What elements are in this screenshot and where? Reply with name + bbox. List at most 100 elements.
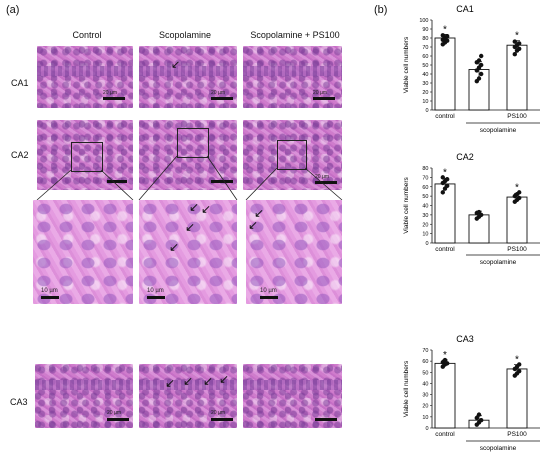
scale-label: 20 µm	[211, 90, 225, 96]
y-tick-label: 0	[425, 426, 428, 432]
scale-bar	[313, 97, 335, 100]
data-point	[517, 195, 522, 201]
data-point	[445, 177, 450, 182]
scale-label: 10 µm	[260, 288, 277, 294]
scale-bar	[107, 418, 129, 421]
bar	[434, 183, 456, 244]
arrow-icon: ↙	[203, 374, 214, 388]
bar	[468, 214, 490, 244]
data-point	[442, 357, 448, 363]
scale-bar	[147, 296, 165, 299]
arrow-icon: ↙	[169, 240, 180, 254]
arrow-icon: ↙	[171, 59, 181, 71]
y-tick-label: 10	[422, 99, 428, 105]
inset-box	[277, 140, 307, 170]
micrograph-ca3-scopolamine: ↙ ↙ ↙ ↙ 20 µm	[139, 364, 237, 428]
chart-ca1-svg: CA1 Viable cell numbers 0 10 20 30 40 50 60 70 80 9…	[403, 4, 540, 134]
y-tick-label: 100	[419, 18, 428, 24]
y-tick-label: 0	[425, 108, 428, 114]
significance-marker: *	[443, 24, 447, 35]
data-point	[479, 418, 484, 423]
scale-label: 20 µm	[313, 90, 327, 96]
chart-ca3: CA3 Viable cell numbers 0 10 20 30 40 50 60 70 * * c…	[380, 298, 550, 456]
category-label: PS100	[507, 246, 527, 253]
micrograph-ca2-control	[37, 120, 133, 190]
scale-label: 20 µm	[107, 410, 121, 416]
category-label: PS100	[507, 113, 527, 120]
category-label: control	[435, 113, 455, 120]
significance-marker: *	[443, 350, 447, 361]
y-tick-label: 90	[422, 27, 428, 33]
y-tick-label: 80	[422, 36, 428, 42]
y-tick-label: 60	[422, 54, 428, 60]
row-label-ca2: CA2	[11, 150, 29, 160]
scale-bar	[260, 296, 278, 299]
arrow-icon: ↙	[219, 372, 230, 386]
y-tick-label: 20	[422, 90, 428, 96]
significance-marker: *	[515, 182, 519, 193]
y-tick-label: 20	[422, 404, 428, 410]
scale-label: 10 µm	[41, 288, 58, 294]
significance-marker: *	[443, 167, 447, 178]
data-point	[479, 53, 484, 59]
scale-bar	[315, 181, 337, 184]
chart-title: CA2	[456, 152, 474, 162]
data-point	[517, 368, 522, 374]
bar	[434, 37, 456, 111]
y-tick-label: 30	[422, 393, 428, 399]
inset-box	[71, 142, 103, 172]
chart-ca2-svg: CA2 Viable cell numbers 0 10 20 30 40 50 60 70 80 *…	[403, 152, 540, 266]
y-axis-label: Viable cell numbers	[403, 36, 410, 93]
chart-ca1: CA1 Viable cell numbers 0 10 20 30 40 50 60 70 80 9…	[380, 0, 550, 145]
y-tick-label: 10	[422, 232, 428, 238]
y-tick-label: 60	[422, 359, 428, 365]
scale-bar	[211, 180, 233, 183]
y-tick-label: 70	[422, 175, 428, 181]
data-point	[517, 362, 522, 367]
micrograph-ca1-ps100: 20 µm	[243, 46, 342, 108]
micrograph-ca2-ps100-zoom: ↙ ↙ 10 µm	[246, 200, 342, 304]
micrograph-ca1-scopolamine: ↙ 20 µm	[139, 46, 237, 108]
scale-label: 20 µm	[211, 410, 225, 416]
micrograph-ca2-scopolamine	[139, 120, 237, 190]
scale-label: 10 µm	[147, 288, 164, 294]
y-tick-label: 40	[422, 381, 428, 387]
scale-bar	[107, 180, 127, 183]
scale-bar	[103, 97, 125, 100]
scale-bar	[315, 418, 337, 421]
chart-ca3-svg: CA3 Viable cell numbers 0 10 20 30 40 50 60 70 * * c…	[403, 334, 540, 452]
y-axis-label: Viable cell numbers	[403, 176, 410, 233]
chart-title: CA1	[456, 4, 474, 14]
data-point	[476, 58, 482, 63]
scale-bar	[41, 296, 59, 299]
data-point	[517, 46, 522, 51]
arrow-icon: ↙	[185, 220, 196, 234]
y-tick-label: 50	[422, 63, 428, 69]
y-tick-label: 80	[422, 166, 428, 172]
chart-ca2: CA2 Viable cell numbers 0 10 20 30 40 50 60 70 80 *…	[380, 148, 550, 278]
micrograph-ca2-ps100: 20 µm	[243, 120, 342, 190]
column-label-scopolamine: Scopolamine	[158, 30, 212, 40]
micrograph-ca2-control-zoom: 10 µm	[33, 200, 133, 304]
scale-label: 20 µm	[315, 174, 329, 180]
y-tick-label: 20	[422, 222, 428, 228]
data-point	[440, 33, 445, 38]
row-label-ca1: CA1	[11, 78, 29, 88]
y-tick-label: 30	[422, 81, 428, 87]
panel-label-a: (a)	[6, 4, 20, 16]
arrow-icon: ↙	[189, 200, 200, 214]
data-point	[440, 175, 445, 180]
chart-title: CA3	[456, 334, 474, 344]
scale-bar	[211, 97, 233, 100]
bar	[506, 368, 528, 429]
group-label: scopolamine	[480, 445, 517, 452]
data-point	[445, 361, 450, 366]
y-tick-label: 10	[422, 415, 428, 421]
data-point	[445, 34, 450, 39]
category-label: control	[435, 431, 455, 438]
data-point	[479, 62, 484, 68]
panel-label-b: (b)	[374, 4, 388, 16]
significance-marker: *	[515, 31, 519, 42]
significance-marker: *	[515, 354, 519, 365]
